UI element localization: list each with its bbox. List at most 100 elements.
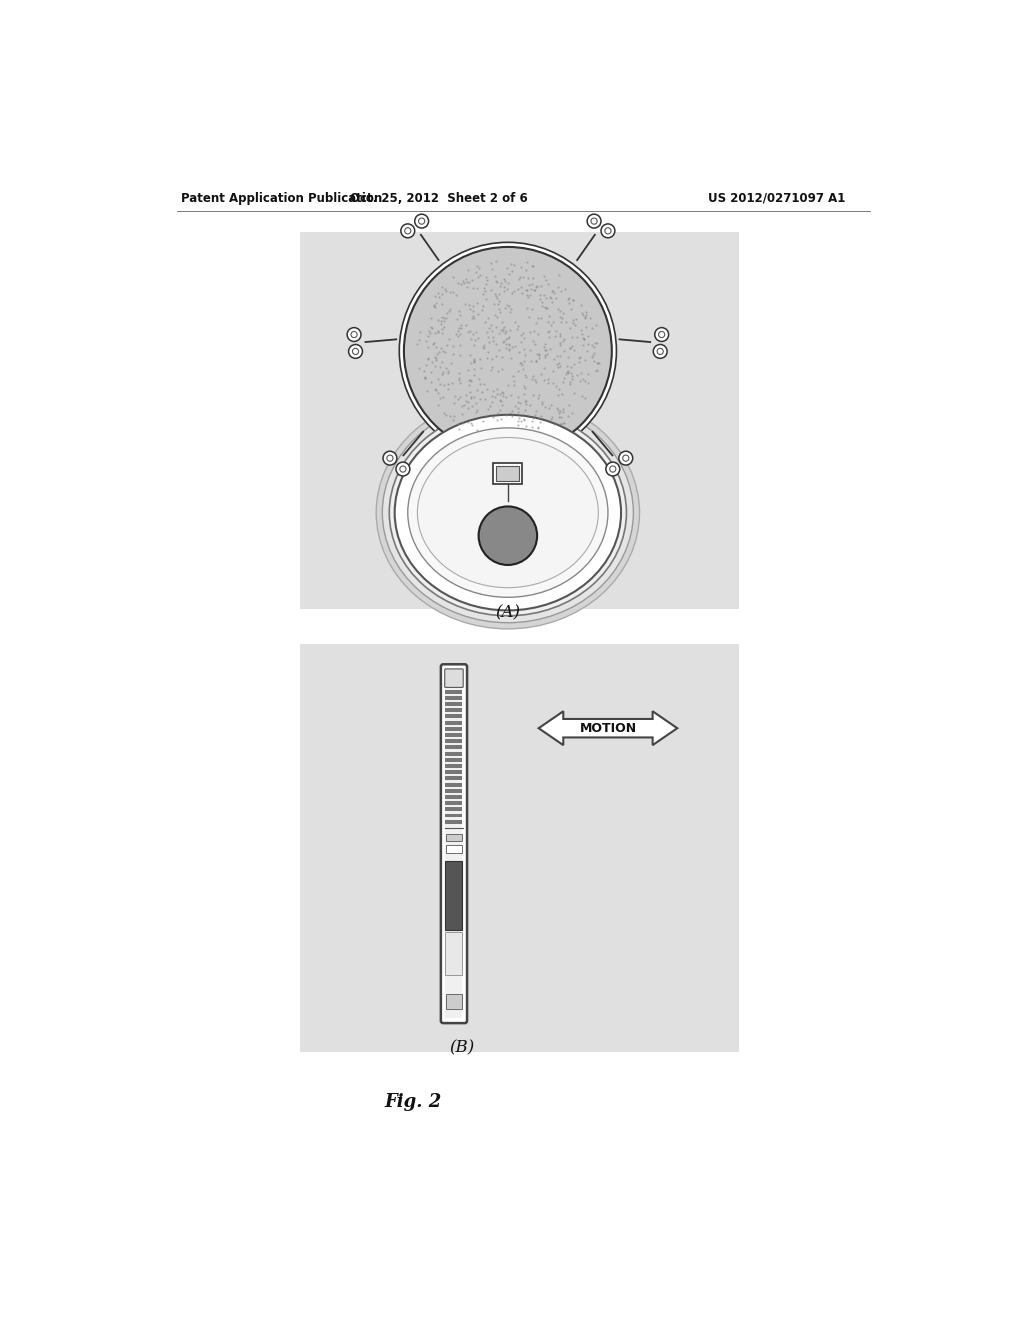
Circle shape (400, 224, 415, 238)
Point (462, 321, 478, 342)
Point (526, 279, 543, 300)
Point (489, 384, 506, 405)
Point (427, 296, 443, 317)
Point (523, 256, 540, 277)
Point (519, 280, 536, 301)
Point (553, 384, 569, 405)
Point (553, 312, 569, 333)
Circle shape (348, 345, 362, 358)
Point (487, 265, 504, 286)
Circle shape (404, 228, 411, 234)
Point (482, 428, 499, 449)
Point (577, 329, 593, 350)
Point (527, 333, 544, 354)
Point (541, 305, 557, 326)
Point (498, 297, 514, 318)
Point (460, 412, 476, 433)
Point (570, 352, 587, 374)
Point (552, 345, 568, 366)
Point (548, 321, 564, 342)
Point (480, 399, 497, 420)
Point (516, 422, 532, 444)
Point (561, 317, 578, 338)
Circle shape (352, 348, 358, 355)
Bar (445, 764, 463, 768)
Point (523, 350, 540, 371)
Point (579, 341, 595, 362)
Point (453, 304, 469, 325)
Point (528, 276, 545, 297)
Point (459, 277, 475, 298)
Point (461, 272, 477, 293)
Point (565, 289, 582, 310)
Point (574, 304, 591, 325)
Point (426, 296, 442, 317)
Polygon shape (539, 711, 677, 744)
Point (488, 315, 505, 337)
Point (501, 338, 517, 359)
Point (591, 352, 607, 374)
Point (410, 333, 426, 354)
Point (504, 405, 520, 426)
Point (578, 387, 594, 408)
Point (504, 400, 520, 421)
Point (483, 314, 500, 335)
Point (463, 422, 479, 444)
Point (572, 319, 589, 341)
Bar (445, 861, 463, 929)
FancyBboxPatch shape (441, 664, 467, 1023)
Point (561, 288, 578, 309)
Point (478, 289, 495, 310)
Point (483, 356, 500, 378)
Point (541, 321, 557, 342)
Point (476, 277, 493, 298)
Point (465, 352, 481, 374)
Point (467, 329, 483, 350)
Point (450, 326, 466, 347)
Point (518, 280, 535, 301)
Ellipse shape (408, 428, 608, 597)
Point (547, 325, 563, 346)
Point (423, 371, 439, 392)
Point (560, 405, 577, 426)
Point (457, 293, 473, 314)
Circle shape (419, 218, 425, 224)
Point (451, 363, 467, 384)
Point (463, 387, 479, 408)
Point (517, 400, 534, 421)
Point (561, 293, 578, 314)
Point (471, 374, 487, 395)
Point (474, 300, 490, 321)
Point (471, 348, 487, 370)
Point (435, 387, 452, 408)
Bar (445, 789, 463, 793)
Point (471, 368, 487, 389)
Point (550, 384, 566, 405)
Bar (445, 721, 463, 725)
Point (506, 395, 522, 416)
Point (434, 306, 451, 327)
Point (529, 418, 546, 440)
Point (439, 302, 456, 323)
Point (437, 404, 454, 425)
Point (427, 347, 443, 368)
Point (496, 385, 512, 407)
Ellipse shape (418, 437, 598, 587)
Point (496, 281, 512, 302)
Point (588, 360, 604, 381)
Point (518, 259, 535, 280)
Point (534, 292, 550, 313)
Point (461, 370, 477, 391)
Bar (445, 808, 463, 812)
Point (516, 421, 532, 442)
Point (521, 275, 538, 296)
Point (420, 347, 436, 368)
Point (585, 345, 601, 366)
Point (525, 256, 542, 277)
Point (479, 347, 496, 368)
Point (485, 429, 502, 450)
Point (480, 326, 497, 347)
Point (439, 360, 456, 381)
Point (475, 429, 492, 450)
Point (463, 352, 479, 374)
